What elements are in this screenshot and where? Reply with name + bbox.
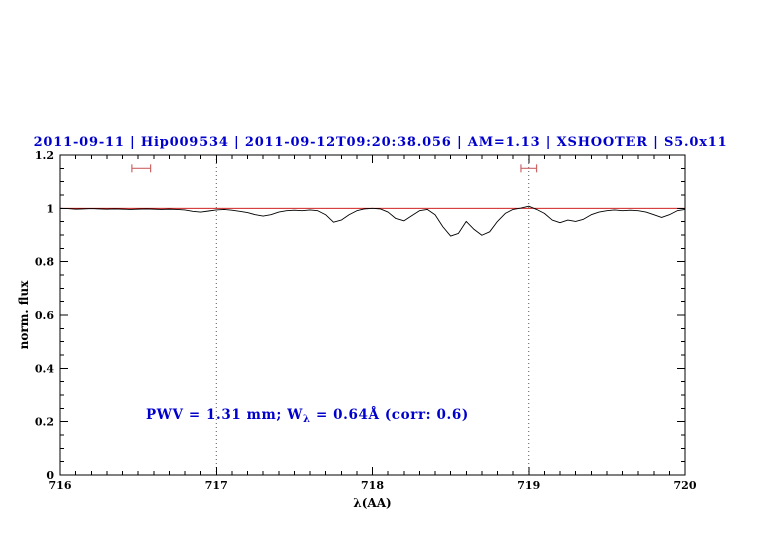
x-tick-label: 719: [517, 479, 540, 492]
pwv-annotation-text: PWV = 1.31 mm; W: [146, 407, 303, 423]
x-tick-label: 716: [49, 479, 72, 492]
y-tick-label: 0.8: [35, 256, 54, 269]
y-tick-label: 0: [46, 469, 54, 482]
x-tick-label: 720: [674, 479, 697, 492]
y-tick-label: 0.6: [35, 309, 54, 322]
y-tick-label: 0.4: [35, 362, 54, 375]
spectrum-line: [59, 205, 686, 237]
x-axis-label: λ(AA): [353, 496, 391, 510]
y-tick-label: 1: [46, 202, 54, 215]
pwv-annotation: PWV = 1.31 mm; Wλ = 0.64Å (corr: 0.6): [146, 407, 469, 425]
y-axis-label: norm. flux: [17, 280, 31, 350]
pwv-annotation-subscript: λ: [303, 414, 311, 425]
y-tick-label: 0.2: [35, 416, 54, 429]
plot-title: 2011-09-11 | Hip009534 | 2011-09-12T09:2…: [34, 135, 728, 150]
x-tick-label: 718: [361, 479, 384, 492]
plot-box: [59, 154, 686, 476]
x-tick-label: 717: [205, 479, 228, 492]
pwv-annotation-text: = 0.64Å (corr: 0.6): [311, 407, 469, 423]
y-tick-label: 1.2: [35, 149, 54, 162]
